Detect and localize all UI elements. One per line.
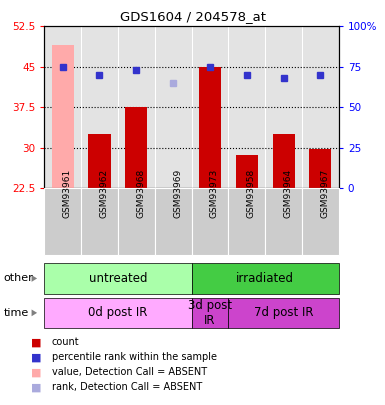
- Text: GSM93958: GSM93958: [247, 169, 256, 218]
- Text: GSM93962: GSM93962: [99, 169, 109, 218]
- Bar: [44, 26, 81, 188]
- Bar: [44, 298, 192, 328]
- Text: GSM93973: GSM93973: [210, 169, 219, 218]
- Bar: [192, 263, 339, 294]
- Bar: [228, 298, 339, 328]
- Bar: [118, 188, 155, 255]
- Text: GSM93968: GSM93968: [136, 169, 145, 218]
- Text: other: other: [4, 273, 33, 283]
- Bar: [228, 26, 265, 188]
- Bar: [302, 188, 339, 255]
- Bar: [52, 45, 74, 188]
- Bar: [192, 26, 228, 188]
- Bar: [155, 26, 192, 188]
- Bar: [155, 188, 192, 255]
- Bar: [265, 188, 302, 255]
- Bar: [81, 188, 118, 255]
- Bar: [265, 26, 302, 188]
- Bar: [273, 134, 295, 188]
- Text: ■: ■: [31, 352, 41, 362]
- Text: GSM93961: GSM93961: [63, 169, 72, 218]
- Text: GSM93969: GSM93969: [173, 169, 182, 218]
- Text: GSM93964: GSM93964: [284, 169, 293, 218]
- Text: ■: ■: [31, 382, 41, 392]
- Bar: [310, 149, 331, 188]
- Text: rank, Detection Call = ABSENT: rank, Detection Call = ABSENT: [52, 382, 202, 392]
- Bar: [89, 134, 110, 188]
- Bar: [192, 188, 228, 255]
- Bar: [44, 188, 81, 255]
- Bar: [228, 188, 265, 255]
- Text: GDS1604 / 204578_at: GDS1604 / 204578_at: [119, 10, 266, 23]
- Text: value, Detection Call = ABSENT: value, Detection Call = ABSENT: [52, 367, 207, 377]
- Text: irradiated: irradiated: [236, 272, 294, 285]
- Text: 0d post IR: 0d post IR: [88, 306, 147, 320]
- Text: 3d post
IR: 3d post IR: [188, 299, 232, 327]
- Text: GSM93967: GSM93967: [320, 169, 330, 218]
- Bar: [236, 155, 258, 188]
- Bar: [125, 107, 147, 188]
- Text: ■: ■: [31, 337, 41, 347]
- Text: percentile rank within the sample: percentile rank within the sample: [52, 352, 217, 362]
- Text: count: count: [52, 337, 80, 347]
- Polygon shape: [32, 275, 37, 282]
- Bar: [192, 298, 228, 328]
- Bar: [118, 26, 155, 188]
- Text: ■: ■: [31, 367, 41, 377]
- Text: time: time: [4, 308, 29, 318]
- Polygon shape: [32, 309, 37, 316]
- Bar: [302, 26, 339, 188]
- Bar: [44, 263, 192, 294]
- Bar: [81, 26, 118, 188]
- Text: untreated: untreated: [89, 272, 147, 285]
- Bar: [199, 67, 221, 188]
- Text: 7d post IR: 7d post IR: [254, 306, 313, 320]
